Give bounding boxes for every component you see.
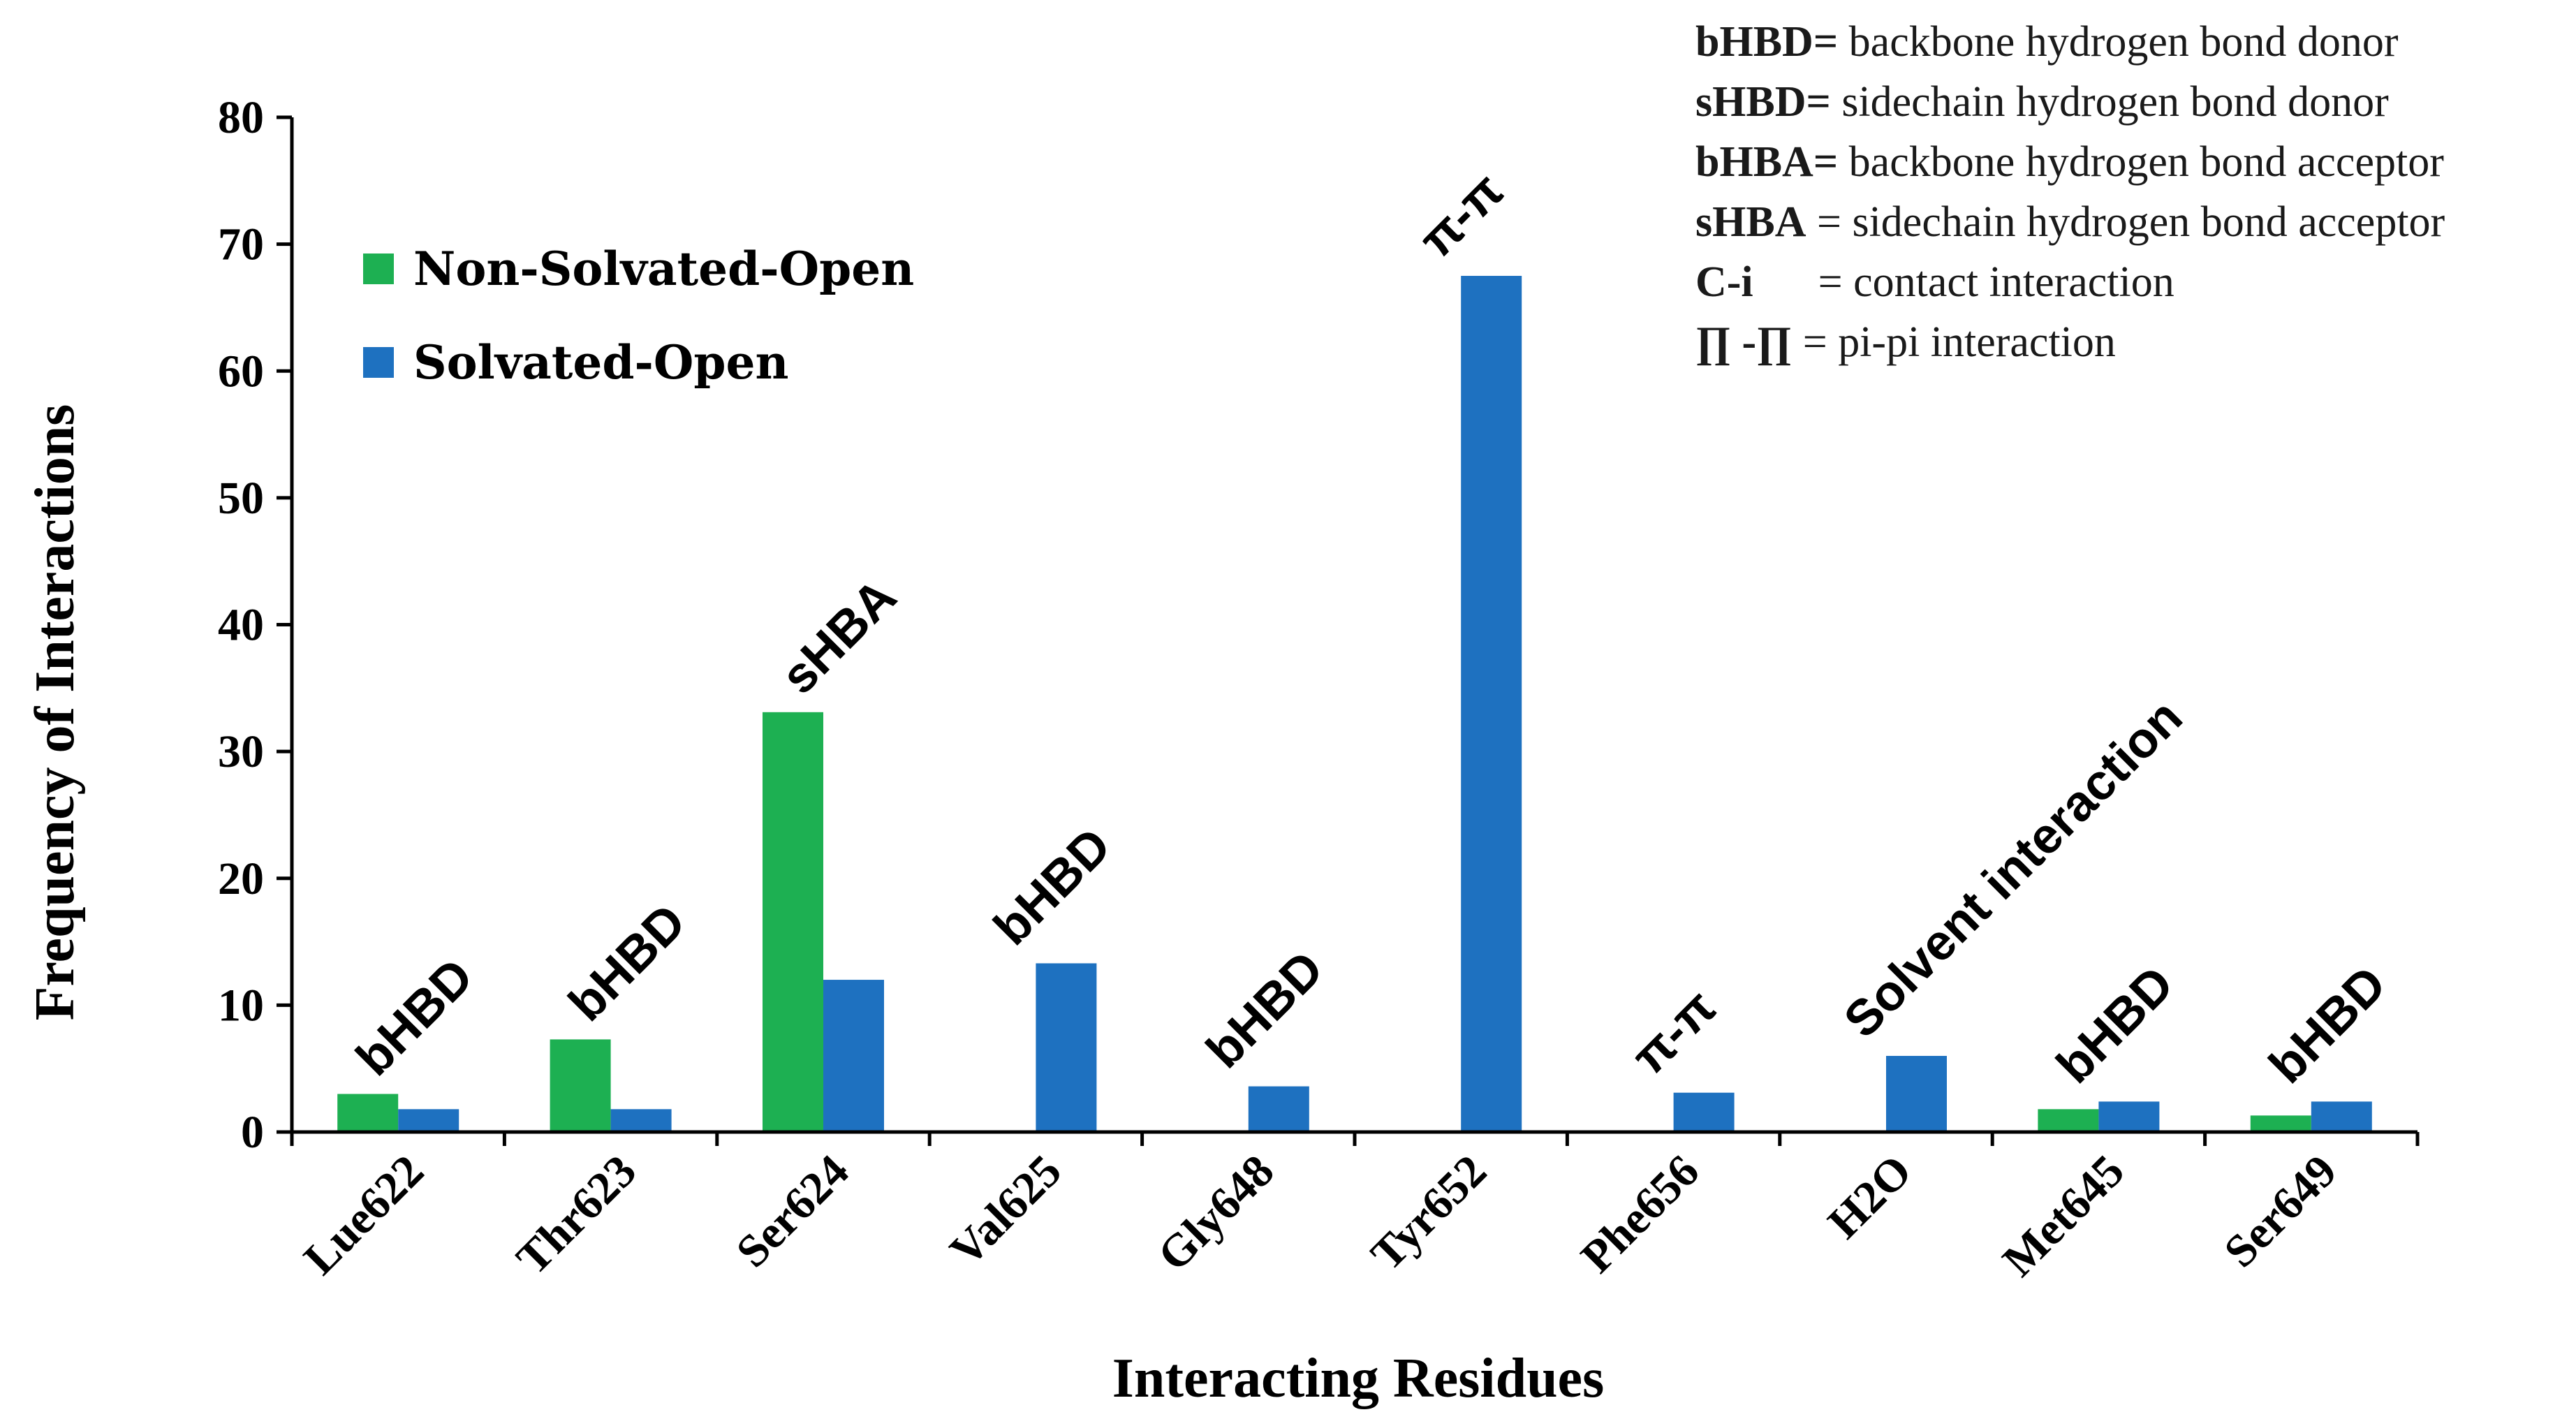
bar-annotation: bHBD (558, 894, 696, 1032)
note-line: C-i = contact interaction (1695, 258, 2174, 306)
x-tick-label: Ser649 (2214, 1145, 2346, 1277)
x-tick-label: Thr623 (507, 1145, 646, 1284)
bar-thr623-non-solvated (550, 1039, 611, 1132)
x-ticks-group: Lue622 Thr623 Ser624 Val625 Gly648 Tyr652 Phe6… (290, 1132, 2420, 1286)
x-tick-label: Val625 (941, 1145, 1071, 1276)
x-tick-label: Tyr652 (1361, 1145, 1496, 1280)
y-tick-label: 70 (218, 219, 264, 270)
bar-lue622-solvated (398, 1109, 459, 1132)
bar-annotation: π-π (1408, 163, 1514, 268)
note-line: bHBA= backbone hydrogen bond acceptor (1695, 138, 2444, 186)
y-axis-title: Frequency of Interactions (24, 404, 86, 1021)
y-tick-label: 20 (218, 853, 264, 904)
note-text: sidechain hydrogen bond donor (1831, 78, 2389, 126)
y-tick-label: 10 (218, 980, 264, 1031)
bar-ser624-non-solvated (763, 712, 823, 1132)
note-text: = sidechain hydrogen bond acceptor (1806, 198, 2445, 246)
bar-lue622-non-solvated (337, 1094, 399, 1132)
bar-annotation: bHBD (346, 948, 484, 1087)
bar-annotation: bHBD (1196, 941, 1334, 1079)
bar-annotation: bHBD (983, 818, 1121, 956)
x-axis-title: Interacting Residues (1112, 1348, 1604, 1409)
y-tick-label: 80 (218, 92, 264, 143)
note-line: bHBD= backbone hydrogen bond donor (1695, 18, 2399, 66)
legend-swatch-non-solvated (363, 253, 394, 284)
bar-annotation: π-π (1621, 980, 1726, 1085)
note-line: ∏ -∏ = pi-pi interaction (1695, 318, 2116, 366)
bar-ser649-solvated (2311, 1101, 2372, 1132)
bars-group (337, 276, 2372, 1132)
note-text: backbone hydrogen bond acceptor (1838, 138, 2444, 186)
x-tick-label: Phe656 (1571, 1145, 1709, 1283)
y-tick-label: 60 (218, 346, 264, 397)
bar-ser624-solvated (823, 980, 884, 1132)
y-tick-label: 40 (218, 600, 264, 651)
note-key: C-i (1695, 258, 1753, 306)
bar-met645-solvated (2098, 1101, 2160, 1132)
bar-ser649-non-solvated (2250, 1115, 2311, 1132)
bar-val625-solvated (1036, 963, 1097, 1132)
note-text: backbone hydrogen bond donor (1838, 18, 2399, 66)
bar-annotation: bHBD (2046, 956, 2184, 1094)
note-text: = pi-pi interaction (1792, 318, 2116, 366)
bar-h2o-solvated (1886, 1056, 1947, 1132)
legend-swatch-solvated (363, 347, 394, 378)
bar-gly648-solvated (1248, 1086, 1309, 1132)
bar-annotation: sHBA (771, 568, 907, 705)
bar-annotation: bHBD (2259, 956, 2397, 1094)
x-tick-label: Ser624 (727, 1145, 859, 1277)
bar-thr623-solvated (610, 1109, 672, 1132)
note-key: bHBA= (1695, 138, 1838, 186)
x-tick-label: Met645 (1993, 1145, 2134, 1286)
bar-met645-non-solvated (2038, 1109, 2099, 1132)
bar-tyr652-solvated (1461, 276, 1522, 1132)
x-tick-label: H2O (1818, 1145, 1922, 1249)
abbreviation-notes: bHBD= backbone hydrogen bond donor sHBD= … (1695, 18, 2445, 366)
x-tick-label: Lue622 (294, 1145, 433, 1284)
note-key: sHBA (1695, 198, 1806, 246)
note-key: ∏ -∏ (1695, 318, 1792, 366)
x-tick-label: Gly648 (1148, 1145, 1283, 1281)
legend-label-non-solvated: Non-Solvated-Open (413, 242, 914, 296)
y-tick-label: 50 (218, 473, 264, 524)
note-key: sHBD= (1695, 78, 1831, 126)
note-text: = contact interaction (1753, 258, 2174, 306)
note-key: bHBD= (1695, 18, 1838, 66)
y-ticks-group: 0 10 20 30 40 50 60 70 80 (218, 92, 292, 1158)
note-line: sHBA = sidechain hydrogen bond acceptor (1695, 198, 2445, 246)
note-line: sHBD= sidechain hydrogen bond donor (1695, 78, 2389, 126)
y-tick-label: 30 (218, 726, 264, 777)
y-tick-label: 0 (241, 1107, 264, 1158)
legend-label-solvated: Solvated-Open (413, 335, 789, 390)
legend: Non-Solvated-Open Solvated-Open (363, 242, 914, 390)
bar-phe656-solvated (1673, 1092, 1735, 1132)
